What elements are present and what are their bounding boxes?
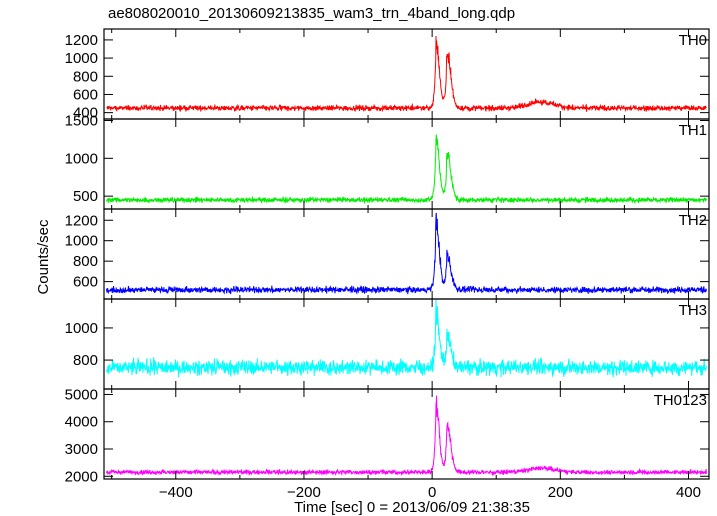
y-tick-label: 800 xyxy=(73,253,98,270)
x-tick-label: 200 xyxy=(548,484,573,501)
y-tick-label: 800 xyxy=(73,352,98,369)
y-tick-label: 5000 xyxy=(65,386,98,403)
x-tick-label: −200 xyxy=(287,484,321,501)
y-tick-label: 600 xyxy=(73,274,98,291)
y-tick-label: 1500 xyxy=(65,113,98,130)
panel-label-th0123: TH0123 xyxy=(654,392,707,409)
series-line-th0 xyxy=(106,35,707,113)
panel-th2: 600 800 1000 1200 TH2 xyxy=(65,208,710,300)
panel-label-th1: TH1 xyxy=(679,122,707,139)
panel-frame xyxy=(103,28,710,120)
panel-th1: 500 1000 1500 TH1 xyxy=(65,113,710,210)
y-tick-label: 1200 xyxy=(65,212,98,229)
y-tick-label: 1000 xyxy=(65,233,98,250)
y-tick-label: 400 xyxy=(73,105,98,122)
panel-frame xyxy=(103,298,710,390)
y-tick-label: 600 xyxy=(73,86,98,103)
x-tick-label: −400 xyxy=(159,484,193,501)
y-tick-label: 1000 xyxy=(65,320,98,337)
chart-title: ae808020010_20130609213835_wam3_trn_4ban… xyxy=(108,5,515,22)
panel-label-th0: TH0 xyxy=(679,32,707,49)
y-tick-label: 2000 xyxy=(65,468,98,485)
y-tick-label: 500 xyxy=(73,188,98,205)
panel-label-th2: TH2 xyxy=(679,212,707,229)
x-tick-label: 0 xyxy=(428,484,436,501)
series-line-th1 xyxy=(106,134,707,205)
y-tick-label: 1000 xyxy=(65,50,98,67)
y-tick-label: 800 xyxy=(73,68,98,85)
x-tick-label: 400 xyxy=(676,484,701,501)
y-tick-label: 1200 xyxy=(65,32,98,49)
x-axis-title: Time [sec] 0 = 2013/06/09 21:38:35 xyxy=(294,499,530,516)
panel-th3: 800 1000 TH3 xyxy=(65,298,710,390)
y-tick-label: 1000 xyxy=(65,150,98,167)
panel-frame xyxy=(103,388,710,480)
series-line-th0123 xyxy=(106,395,707,476)
y-axis-title: Counts/sec xyxy=(35,219,52,295)
panel-frame xyxy=(103,208,710,300)
series-line-th2 xyxy=(106,212,707,295)
panel-label-th3: TH3 xyxy=(679,302,707,319)
y-tick-label: 3000 xyxy=(65,441,98,458)
panel-th0123: 2000 3000 4000 5000 TH0123 xyxy=(65,386,710,485)
panel-frame xyxy=(103,118,710,210)
y-tick-label: 4000 xyxy=(65,414,98,431)
series-line-th3 xyxy=(106,298,707,378)
